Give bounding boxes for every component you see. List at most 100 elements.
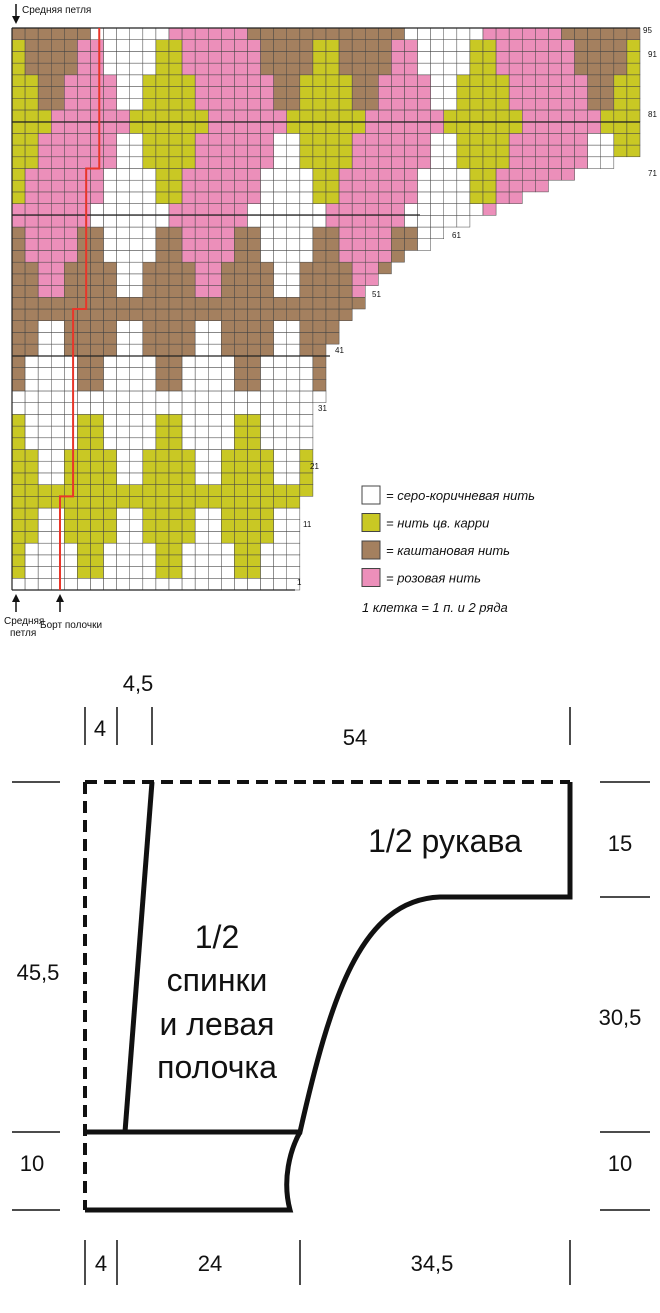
chart-cell xyxy=(116,449,130,462)
chart-cell xyxy=(351,86,366,99)
chart-cell xyxy=(51,379,65,392)
chart-cell xyxy=(37,39,52,52)
chart-cell xyxy=(221,308,235,321)
chart-cell xyxy=(90,355,104,368)
chart-cell xyxy=(247,168,261,181)
chart-cell xyxy=(208,98,222,111)
chart-cell xyxy=(273,507,287,520)
chart-cell xyxy=(37,191,52,204)
chart-cell xyxy=(247,74,261,87)
chart-cell xyxy=(325,109,340,122)
chart-cell xyxy=(37,531,52,544)
chart-cell xyxy=(90,519,104,532)
chart-cell xyxy=(221,62,235,76)
chart-cell xyxy=(77,367,91,380)
chart-cell xyxy=(77,250,91,263)
chart-cell xyxy=(181,531,196,544)
chart-cell xyxy=(129,402,144,415)
chart-cell xyxy=(325,62,340,76)
chart-cell xyxy=(194,168,209,181)
chart-cell xyxy=(168,51,183,64)
chart-cell xyxy=(299,320,314,333)
chart-cell xyxy=(221,355,235,368)
chart-cell xyxy=(299,472,314,485)
chart-cell xyxy=(194,86,209,99)
dimension: 34,5 xyxy=(411,1251,454,1276)
chart-cell xyxy=(142,121,157,134)
chart-cell xyxy=(168,332,183,345)
chart-cell xyxy=(260,519,274,532)
chart-cell xyxy=(64,379,78,392)
chart-cell xyxy=(312,215,327,228)
chart-cell xyxy=(129,460,144,474)
chart-cell xyxy=(11,343,26,357)
chart-cell xyxy=(221,121,235,134)
chart-cell xyxy=(168,144,183,158)
chart-cell xyxy=(142,531,157,544)
chart-cell xyxy=(37,121,52,134)
chart-cell xyxy=(168,542,183,556)
chart-cell xyxy=(24,379,39,392)
chart-cell xyxy=(548,74,562,87)
chart-cell xyxy=(365,250,379,263)
chart-cell xyxy=(234,261,248,275)
chart-cell xyxy=(77,507,91,520)
chart-cell xyxy=(11,332,26,345)
chart-cell xyxy=(181,86,196,99)
chart-cell xyxy=(194,121,209,134)
chart-cell xyxy=(11,507,26,520)
chart-cell xyxy=(11,308,26,321)
chart-cell xyxy=(194,261,209,275)
chart-cell xyxy=(273,51,287,64)
chart-cell xyxy=(168,460,183,474)
chart-cell xyxy=(430,144,444,158)
chart-cell xyxy=(194,203,209,216)
chart-cell xyxy=(208,238,222,251)
body-label: полочка xyxy=(157,1049,277,1085)
chart-cell xyxy=(299,343,314,357)
chart-cell xyxy=(299,27,314,40)
chart-cell xyxy=(194,332,209,345)
chart-cell xyxy=(260,437,274,450)
chart-cell xyxy=(168,156,183,169)
chart-cell xyxy=(456,203,471,216)
chart-cell xyxy=(129,179,144,193)
chart-cell xyxy=(116,203,130,216)
chart-cell xyxy=(482,86,497,99)
chart-cell xyxy=(64,449,78,462)
chart-cell xyxy=(365,273,379,286)
chart-cell xyxy=(181,578,196,591)
chart-cell xyxy=(116,39,130,52)
chart-cell xyxy=(260,191,274,204)
chart-cell xyxy=(247,367,261,380)
chart-cell xyxy=(535,179,549,193)
dimension: 4 xyxy=(94,716,106,741)
chart-cell xyxy=(299,191,314,204)
chart-cell xyxy=(365,226,379,240)
chart-cell xyxy=(116,179,130,193)
chart-cell xyxy=(286,308,301,321)
chart-cell xyxy=(194,472,209,485)
chart-cell xyxy=(365,27,379,40)
chart-cell xyxy=(168,98,183,111)
chart-cell xyxy=(456,74,471,87)
chart-cell xyxy=(24,109,39,122)
chart-cell xyxy=(351,121,366,134)
chart-cell xyxy=(90,39,104,52)
chart-cell xyxy=(51,215,65,228)
chart-cell xyxy=(51,62,65,76)
chart-cell xyxy=(155,343,170,357)
chart-cell xyxy=(64,414,78,427)
chart-cell xyxy=(273,531,287,544)
chart-cell xyxy=(522,27,536,40)
edge-line xyxy=(59,28,101,590)
chart-cell xyxy=(247,273,261,286)
chart-cell xyxy=(24,74,39,87)
chart-cell xyxy=(142,261,157,275)
chart-cell xyxy=(312,320,327,333)
chart-cell xyxy=(77,86,91,99)
chart-cell xyxy=(325,39,340,52)
chart-cell xyxy=(430,156,444,169)
chart-cell xyxy=(11,297,26,310)
chart-cell xyxy=(142,566,157,579)
